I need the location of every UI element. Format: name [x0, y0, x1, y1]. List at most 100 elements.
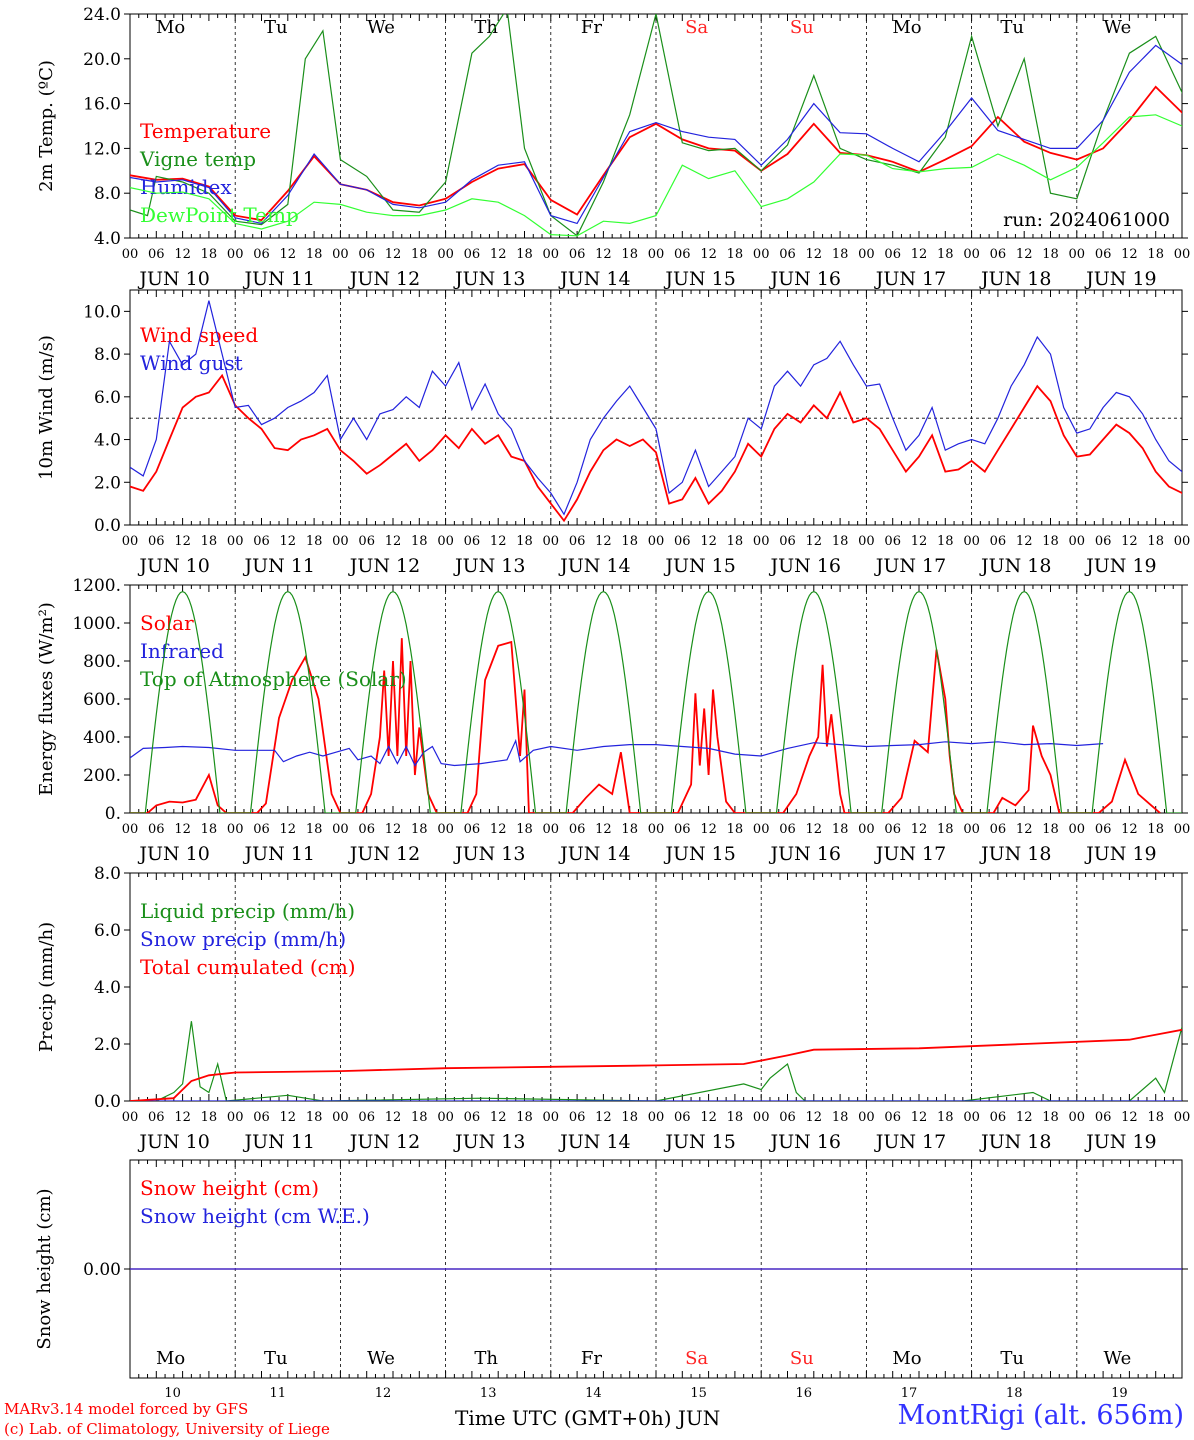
legend-entry: Snow height (cm W.E.) — [140, 1204, 370, 1228]
x-date-label: JUN 12 — [348, 1131, 420, 1153]
y-tick-label: 0. — [105, 804, 121, 824]
x-hour-tick-label: 00 — [1069, 1110, 1086, 1125]
x-hour-tick-label: 18 — [727, 822, 744, 837]
x-hour-tick-label: 18 — [306, 534, 323, 549]
x-hour-tick-label: 12 — [280, 1110, 297, 1125]
x-hour-tick-label: 00 — [858, 534, 875, 549]
x-hour-tick-label: 06 — [569, 534, 586, 549]
y-axis-label: Snow height (cm) — [34, 1188, 55, 1349]
x-date-label: JUN 12 — [348, 555, 420, 577]
x-hour-tick-label: 18 — [1147, 822, 1164, 837]
x-hour-tick-label: 06 — [884, 1110, 901, 1125]
y-tick-label: 4.0 — [94, 431, 121, 451]
x-date-label: JUN 15 — [663, 555, 735, 577]
x-hour-tick-label: 06 — [990, 247, 1007, 262]
weekday-label: We — [1104, 17, 1132, 38]
x-hour-tick-label: 06 — [674, 1110, 691, 1125]
x-hour-tick-label: 06 — [990, 822, 1007, 837]
x-day-number: 15 — [690, 1386, 707, 1401]
x-hour-tick-label: 18 — [306, 822, 323, 837]
weekday-label: Su — [790, 1348, 814, 1369]
x-hour-tick-label: 18 — [201, 247, 218, 262]
x-hour-tick-label: 00 — [227, 822, 244, 837]
x-hour-tick-label: 12 — [911, 534, 928, 549]
x-hour-tick-label: 06 — [569, 822, 586, 837]
x-hour-tick-label: 18 — [621, 1110, 638, 1125]
series-line-temperature — [130, 85, 1182, 222]
x-hour-tick-label: 06 — [674, 534, 691, 549]
x-hour-tick-label: 06 — [884, 534, 901, 549]
x-hour-tick-label: 18 — [516, 534, 533, 549]
x-date-label: JUN 11 — [243, 1131, 315, 1153]
x-hour-tick-label: 00 — [227, 1110, 244, 1125]
y-tick-label: 2.0 — [94, 473, 121, 493]
x-hour-tick-label: 06 — [148, 1110, 165, 1125]
x-date-label: JUN 16 — [769, 555, 841, 577]
x-hour-tick-label: 18 — [306, 1110, 323, 1125]
x-hour-tick-label: 12 — [1016, 534, 1033, 549]
x-hour-tick-label: 00 — [858, 247, 875, 262]
y-tick-label: 400. — [83, 728, 121, 748]
x-hour-tick-label: 00 — [648, 1110, 665, 1125]
x-hour-tick-label: 06 — [148, 822, 165, 837]
x-day-number: 12 — [375, 1386, 392, 1401]
x-hour-tick-label: 12 — [1016, 1110, 1033, 1125]
x-hour-tick-label: 00 — [753, 247, 770, 262]
x-hour-tick-label: 12 — [700, 534, 717, 549]
series-line-solar — [130, 638, 1161, 813]
x-hour-tick-label: 18 — [937, 534, 954, 549]
x-hour-tick-label: 18 — [411, 247, 428, 262]
credit-lab: (c) Lab. of Climatology, University of L… — [4, 1420, 330, 1438]
x-hour-tick-label: 06 — [464, 247, 481, 262]
x-hour-tick-label: 00 — [1174, 1110, 1191, 1125]
x-hour-tick-label: 18 — [201, 534, 218, 549]
x-hour-tick-label: 06 — [253, 1110, 270, 1125]
x-hour-tick-label: 18 — [832, 822, 849, 837]
y-axis-label: 10m Wind (m/s) — [36, 335, 57, 480]
weekday-label: Mo — [156, 17, 185, 38]
x-hour-tick-label: 12 — [911, 822, 928, 837]
y-tick-label: 4.0 — [94, 978, 121, 998]
legend-entry: Vigne temp — [139, 147, 256, 171]
x-day-number: 19 — [1111, 1386, 1128, 1401]
station-name: MontRigi (alt. 656m) — [897, 1400, 1184, 1431]
x-hour-tick-label: 00 — [332, 822, 349, 837]
weekday-label: Tu — [1000, 1348, 1024, 1369]
x-date-label: JUN 19 — [1084, 555, 1156, 577]
x-hour-tick-label: 18 — [727, 1110, 744, 1125]
y-tick-label: 4.0 — [94, 229, 121, 249]
weekday-label: Tu — [1000, 17, 1024, 38]
x-hour-tick-label: 06 — [674, 822, 691, 837]
run-annotation: run: 2024061000 — [1003, 209, 1170, 231]
y-tick-label: 800. — [83, 652, 121, 672]
y-axis-label: Precip (mm/h) — [36, 922, 57, 1052]
x-hour-tick-label: 18 — [1147, 247, 1164, 262]
x-date-label: JUN 13 — [453, 555, 525, 577]
x-hour-tick-label: 12 — [385, 247, 402, 262]
x-hour-tick-label: 00 — [332, 247, 349, 262]
x-hour-tick-label: 00 — [543, 822, 560, 837]
legend-entry: Liquid precip (mm/h) — [140, 899, 355, 923]
x-hour-tick-label: 06 — [148, 534, 165, 549]
legend-entry: Snow precip (mm/h) — [140, 927, 346, 951]
x-date-label: JUN 10 — [137, 555, 209, 577]
x-hour-tick-label: 12 — [595, 822, 612, 837]
x-date-label: JUN 18 — [979, 555, 1051, 577]
x-hour-tick-label: 00 — [1069, 534, 1086, 549]
x-day-number: 18 — [1006, 1386, 1023, 1401]
x-hour-tick-label: 18 — [306, 247, 323, 262]
x-hour-tick-label: 06 — [569, 247, 586, 262]
x-date-label: JUN 19 — [1084, 843, 1156, 865]
x-hour-tick-label: 12 — [911, 247, 928, 262]
y-tick-label: 6.0 — [94, 921, 121, 941]
x-hour-tick-label: 06 — [990, 1110, 1007, 1125]
panel-5: 0.00 Snow height (cm) Mo Tu We Th Fr Sa Su Mo Tu We… — [34, 1159, 1188, 1401]
x-hour-tick-label: 06 — [464, 822, 481, 837]
x-date-label: JUN 17 — [874, 1131, 946, 1153]
weekday-label: We — [367, 17, 395, 38]
x-date-label: JUN 13 — [453, 1131, 525, 1153]
weekday-label: Tu — [264, 1348, 288, 1369]
legend-entry: Temperature — [140, 119, 271, 143]
x-date-label: JUN 14 — [558, 268, 630, 290]
legend-entry: Wind gust — [140, 351, 243, 375]
